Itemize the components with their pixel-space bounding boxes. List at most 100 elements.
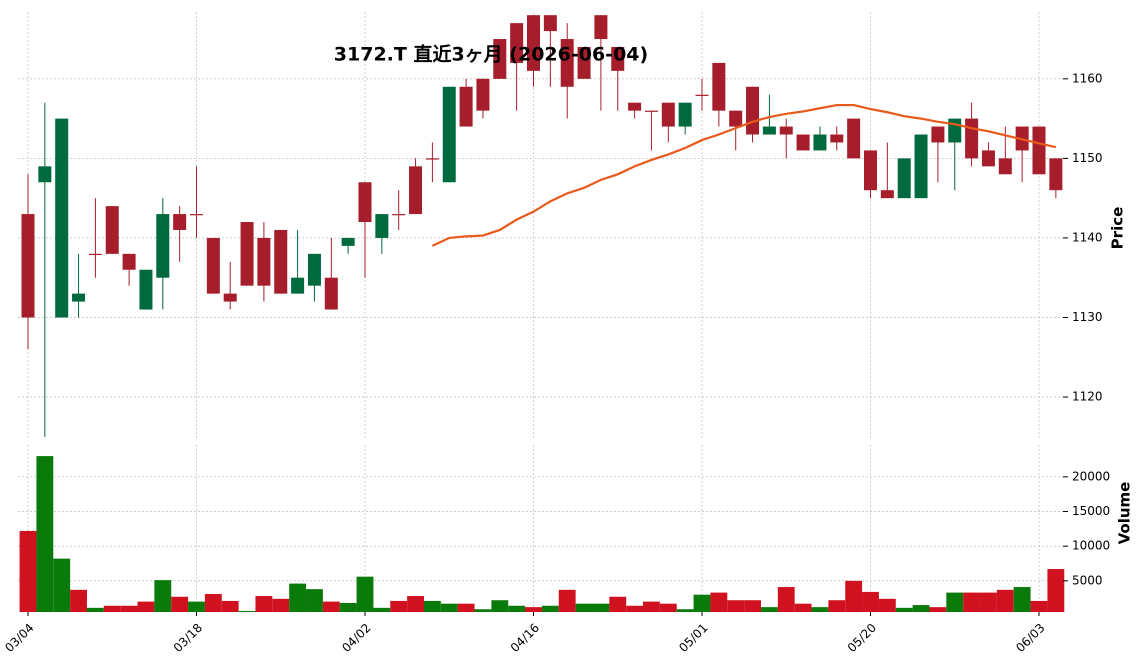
candle-body <box>425 158 439 160</box>
y-tick-label: 15000 <box>1072 504 1110 518</box>
candle-body <box>729 110 743 127</box>
candle-body <box>678 102 692 127</box>
volume-bar <box>592 603 610 612</box>
price-panel <box>21 15 1063 437</box>
candle-body <box>493 39 507 79</box>
volume-bar <box>862 591 879 612</box>
volume-bar <box>710 592 728 612</box>
candle-body <box>274 229 288 294</box>
x-tick-label: 05/20 <box>845 621 879 655</box>
candle-body <box>55 118 69 318</box>
candle-body <box>307 253 321 286</box>
candle-body <box>139 269 153 310</box>
volume-bar <box>322 601 340 612</box>
volume-bar <box>154 580 172 612</box>
x-tick-label: 06/03 <box>1013 621 1047 655</box>
volume-bar <box>929 607 947 612</box>
candle-body <box>476 78 490 111</box>
volume-bar <box>204 593 222 612</box>
volume-bar <box>221 600 239 612</box>
volume-bar <box>946 592 964 612</box>
candle-body <box>779 126 793 135</box>
candle-body <box>510 23 524 63</box>
y-axis-label: Price <box>1109 207 1127 250</box>
volume-bar <box>693 594 711 612</box>
moving-average-line <box>431 103 1057 247</box>
y-tick-label: 1140 <box>1072 230 1103 244</box>
candle-body <box>38 166 52 183</box>
candle-body <box>577 47 591 79</box>
x-tick-label: 04/02 <box>339 621 373 655</box>
volume-bar <box>390 600 408 612</box>
candle-body <box>21 214 35 318</box>
volume-bar <box>525 607 542 612</box>
volume-bar <box>996 589 1014 612</box>
labels: 1120 1130 1140 1150 1160 5000 10000 15000 20000 0… <box>2 71 1110 655</box>
candle-body <box>240 222 254 286</box>
candle-body <box>813 134 827 151</box>
volume-bar <box>878 598 896 612</box>
candle-body <box>560 39 574 87</box>
volume-bar <box>643 601 660 612</box>
volume-bar <box>423 600 441 612</box>
volume-bar <box>86 607 104 612</box>
candle-body <box>88 253 102 256</box>
grid <box>18 12 1063 612</box>
volume-bar <box>171 596 189 612</box>
volume-bar <box>811 607 829 612</box>
volume-bar <box>744 600 761 612</box>
candle-body <box>914 134 928 199</box>
volume-bar <box>777 587 795 612</box>
candle-body <box>897 158 911 199</box>
candle-body <box>998 158 1012 175</box>
candle-body <box>847 118 861 159</box>
candle-body <box>762 126 776 135</box>
volume-bar <box>659 603 677 612</box>
x-tick-label: 04/16 <box>508 621 542 655</box>
candle-body <box>459 86 473 127</box>
candle-body <box>1032 126 1046 175</box>
candle-body <box>105 206 119 254</box>
volume-bar <box>289 583 307 612</box>
volume-bar <box>53 558 71 612</box>
candle-body <box>392 214 406 216</box>
volume-bar <box>760 607 778 612</box>
volume-bar <box>306 589 323 612</box>
volume-bar <box>70 589 87 612</box>
candle-body <box>948 118 962 143</box>
volume-bar <box>912 605 930 612</box>
y-tick-label: 20000 <box>1072 469 1110 483</box>
volume-bar <box>508 605 526 612</box>
volume-bar <box>36 456 54 612</box>
candle-body <box>796 134 810 151</box>
y-tick-label: 1150 <box>1072 151 1103 165</box>
candle-body <box>72 293 86 302</box>
candle-body <box>880 190 894 199</box>
volume-bar <box>356 576 374 612</box>
candle-body <box>173 214 187 230</box>
volume-panel <box>19 456 1065 612</box>
volume-bar <box>255 596 273 612</box>
candle-body <box>206 237 220 294</box>
x-tick-label: 03/18 <box>171 621 205 655</box>
volume-bar <box>457 603 475 612</box>
candle-body <box>257 237 271 286</box>
volume-bar <box>575 603 593 612</box>
volume-bar <box>188 601 205 612</box>
candle-body <box>156 214 170 278</box>
candle-body <box>628 102 642 111</box>
volume-bar <box>676 609 694 612</box>
volume-bar <box>103 605 121 612</box>
volume-bar <box>440 603 458 612</box>
y-tick-label: 1120 <box>1072 390 1103 404</box>
candle-body <box>341 237 355 246</box>
candle-body <box>543 15 557 32</box>
candle-body <box>830 134 844 143</box>
candle-body <box>324 277 338 310</box>
candle-body <box>931 126 945 143</box>
volume-bar <box>626 605 644 612</box>
volume-bar <box>1013 587 1031 612</box>
candle-body <box>611 47 625 71</box>
volume-bar <box>828 600 846 612</box>
